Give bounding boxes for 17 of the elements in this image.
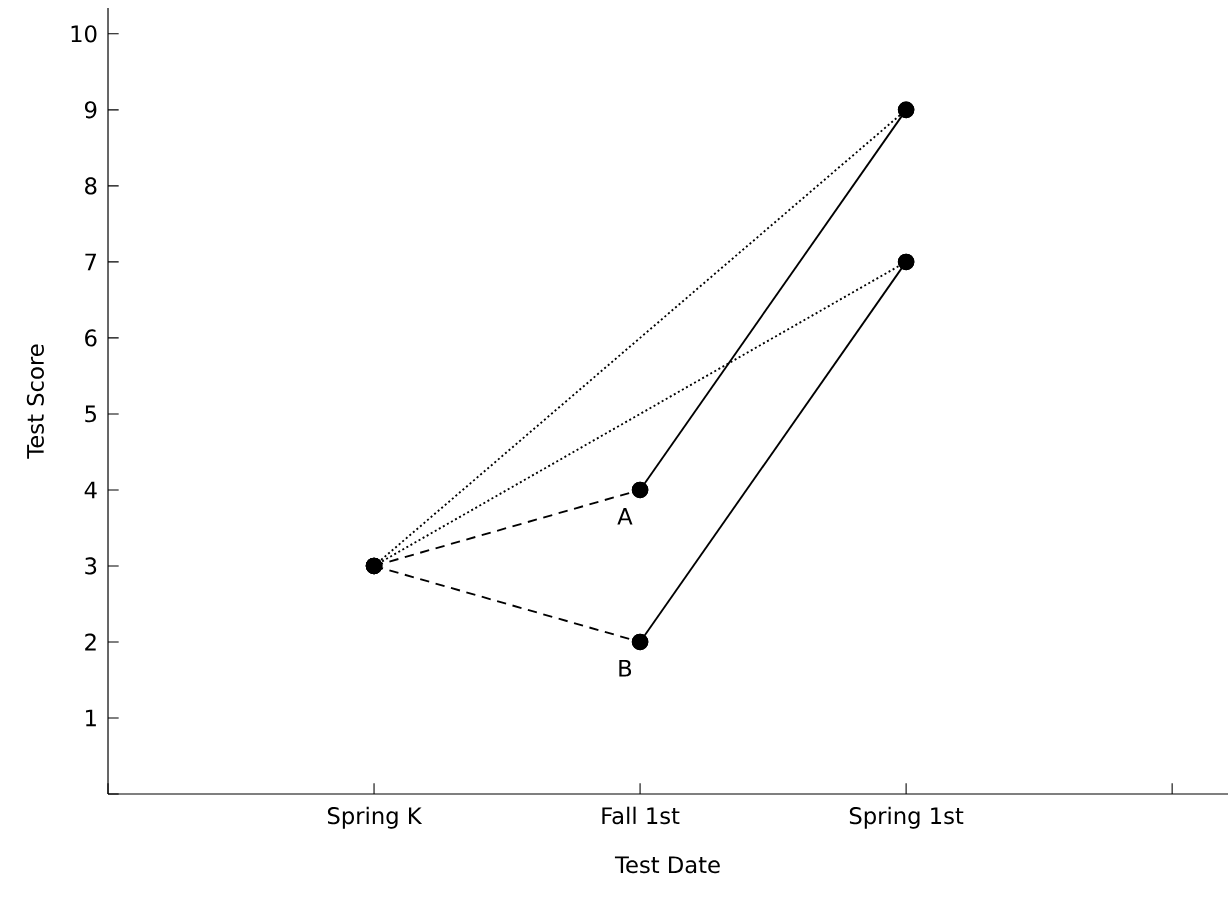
- x-tick-label: Fall 1st: [602, 806, 680, 825]
- y-tick-label: 9: [84, 101, 97, 119]
- annotation: B: [619, 660, 632, 677]
- y-tick-label: 10: [71, 25, 97, 43]
- y-tick-label: 6: [85, 329, 97, 347]
- annotation: A: [617, 507, 633, 525]
- x-tick-label: Spring 1st: [849, 806, 964, 829]
- y-tick-label: 1: [86, 709, 96, 727]
- y-axis-title: Test Score: [26, 344, 44, 459]
- y-tick-label: 7: [85, 253, 97, 271]
- y-tick-label: 8: [85, 177, 97, 195]
- y-tick-label: 5: [85, 405, 96, 423]
- x-tick-label: Spring K: [327, 806, 423, 829]
- y-tick-label: 2: [85, 633, 96, 651]
- y-tick-label: 4: [84, 481, 97, 499]
- y-tick-label: 3: [85, 557, 97, 575]
- x-axis-title: Test Date: [614, 856, 720, 874]
